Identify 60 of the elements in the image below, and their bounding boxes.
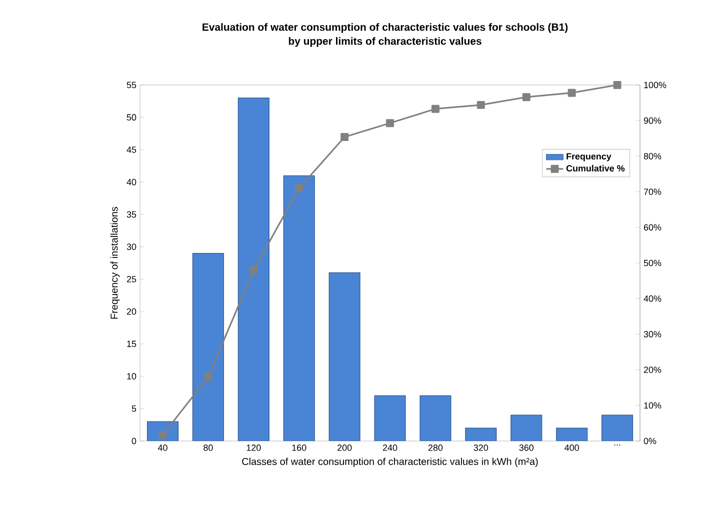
x-tick-label: 40 (158, 444, 168, 451)
point (386, 119, 394, 128)
x-tick-label: 120 (246, 444, 261, 451)
y-tick-label: 0 (132, 438, 136, 444)
point (613, 81, 622, 89)
point (295, 184, 304, 192)
y2-tick-label: 10% (644, 402, 662, 409)
point (568, 88, 576, 97)
bar (284, 176, 315, 441)
y-tick-label: 40 (126, 178, 136, 186)
y2-tick-label: 100% (644, 82, 666, 88)
point (476, 100, 485, 109)
y2-tick-label: 30% (644, 331, 662, 338)
y-tick-label: 10 (127, 373, 136, 380)
y2-tick-label: 20% (644, 366, 662, 373)
bar (192, 253, 224, 441)
bar (329, 272, 360, 441)
x-tick-label: 360 (519, 444, 534, 451)
point (204, 372, 212, 381)
y2-tick-label: 0% (644, 438, 656, 444)
y-tick-label: 35 (126, 211, 136, 218)
point (250, 266, 258, 274)
x-tick-label: 280 (428, 444, 443, 451)
x-tick-label: 160 (292, 444, 306, 451)
y2-tick-label: 80% (644, 153, 662, 160)
y-tick-label: 25 (126, 276, 136, 282)
y2-tick-label: 40% (644, 295, 662, 302)
bar (420, 396, 451, 441)
y-axis-title: Frequency of installations (110, 206, 120, 319)
x-tick-label: 200 (338, 444, 352, 451)
bar (510, 415, 542, 441)
bar (602, 414, 634, 441)
y-tick-label: 30 (126, 244, 136, 250)
y-tick-label: 5 (132, 406, 136, 412)
point (340, 132, 349, 141)
legend-label: Frequency (566, 153, 612, 162)
y2-tick-label: 70% (644, 188, 662, 195)
x-tick-label: 240 (382, 444, 398, 451)
legend-label: Cumulative % (566, 164, 625, 172)
y2-tick-label: 90% (644, 117, 662, 124)
x-tick-label: 80 (204, 444, 213, 451)
chart-subtitle: by upper limits of characteristic values (288, 37, 482, 47)
y-tick-label: 55 (126, 82, 136, 88)
x-tick-label: 400 (564, 444, 579, 451)
x-axis-title: Classes of water consumption of characteristic values in kWh (m²a) (242, 458, 538, 467)
x-tick-label: 320 (474, 444, 488, 451)
chart-title: Evaluation of water consumption of characteristic values for schools (B1) (202, 23, 568, 33)
point (431, 104, 440, 113)
y-tick-label: 45 (126, 146, 136, 153)
point (522, 93, 530, 102)
bar (556, 428, 588, 441)
bar (465, 428, 496, 441)
y-tick-label: 50 (126, 114, 136, 121)
y2-tick-label: 60% (644, 224, 662, 231)
y-tick-label: 20 (126, 308, 136, 315)
bar (374, 396, 406, 441)
x-tick-label: ... (614, 444, 620, 446)
y-tick-label: 15 (127, 340, 136, 348)
bar (238, 98, 270, 441)
y2-tick-label: 50% (644, 260, 662, 266)
